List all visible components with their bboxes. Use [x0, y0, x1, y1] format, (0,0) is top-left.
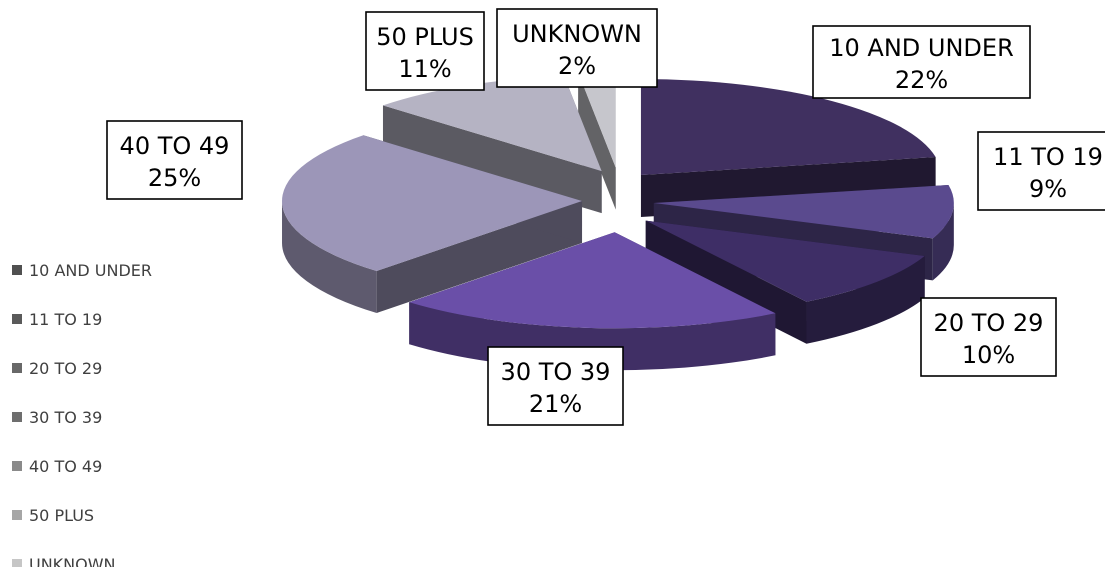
legend-swatch: [12, 510, 22, 520]
data-label-50-plus: 50 PLUS 11%: [365, 11, 485, 91]
data-label-value: 9%: [1029, 175, 1067, 203]
data-label-value: 25%: [148, 164, 201, 192]
legend-swatch: [12, 265, 22, 275]
data-label-20-to-29: 20 TO 29 10%: [920, 297, 1057, 377]
data-label-category: 20 TO 29: [934, 309, 1044, 337]
pie-slices: [282, 71, 954, 371]
data-label-11-to-19: 11 TO 19 9%: [977, 131, 1105, 211]
legend-label: 40 TO 49: [29, 457, 102, 476]
data-label-category: 11 TO 19: [993, 143, 1103, 171]
legend-item-20-to-29: 20 TO 29: [12, 359, 102, 378]
legend-label: 10 AND UNDER: [29, 261, 152, 280]
pie-slice-30-to-39: [409, 232, 776, 371]
data-label-value: 21%: [529, 390, 582, 418]
legend-swatch: [12, 363, 22, 373]
legend-item-50-plus: 50 PLUS: [12, 506, 94, 525]
pie-slice-20-to-29: [645, 220, 925, 344]
legend: 10 AND UNDER 11 TO 19 20 TO 29 30 TO 39 40 T…: [12, 261, 152, 567]
pie-slice-50-plus: [382, 75, 602, 214]
legend-swatch: [12, 461, 22, 471]
data-label-value: 11%: [398, 55, 451, 83]
data-label-value: 10%: [962, 341, 1015, 369]
legend-item-11-to-19: 11 TO 19: [12, 310, 102, 329]
legend-item-40-to-49: 40 TO 49: [12, 457, 102, 476]
pie-slice-unknown: [578, 71, 616, 210]
data-label-category: 40 TO 49: [120, 132, 230, 160]
pie-slice-40-to-49: [282, 135, 583, 313]
data-label-30-to-39: 30 TO 39 21%: [487, 346, 624, 426]
legend-label: 50 PLUS: [29, 506, 94, 525]
data-label-category: 30 TO 39: [501, 358, 611, 386]
data-label-40-to-49: 40 TO 49 25%: [106, 120, 243, 200]
legend-swatch: [12, 412, 22, 422]
legend-item-10-and-under: 10 AND UNDER: [12, 261, 152, 280]
legend-label: 30 TO 39: [29, 408, 102, 427]
legend-swatch: [12, 559, 22, 567]
data-label-unknown: UNKNOWN 2%: [496, 8, 658, 88]
legend-item-unknown: UNKNOWN: [12, 555, 116, 567]
data-label-value: 2%: [558, 52, 596, 80]
data-label-value: 22%: [895, 66, 948, 94]
data-label-10-and-under: 10 AND UNDER 22%: [812, 25, 1031, 99]
legend-label: UNKNOWN: [29, 555, 116, 567]
legend-item-30-to-39: 30 TO 39: [12, 408, 102, 427]
legend-label: 20 TO 29: [29, 359, 102, 378]
legend-swatch: [12, 314, 22, 324]
legend-label: 11 TO 19: [29, 310, 102, 329]
data-label-category: 50 PLUS: [376, 23, 474, 51]
data-label-category: 10 AND UNDER: [829, 34, 1014, 62]
data-labels: 10 AND UNDER 22% 11 TO 19 9% 20 TO 29 10% 30 T…: [106, 8, 1105, 426]
data-label-category: UNKNOWN: [512, 20, 642, 48]
